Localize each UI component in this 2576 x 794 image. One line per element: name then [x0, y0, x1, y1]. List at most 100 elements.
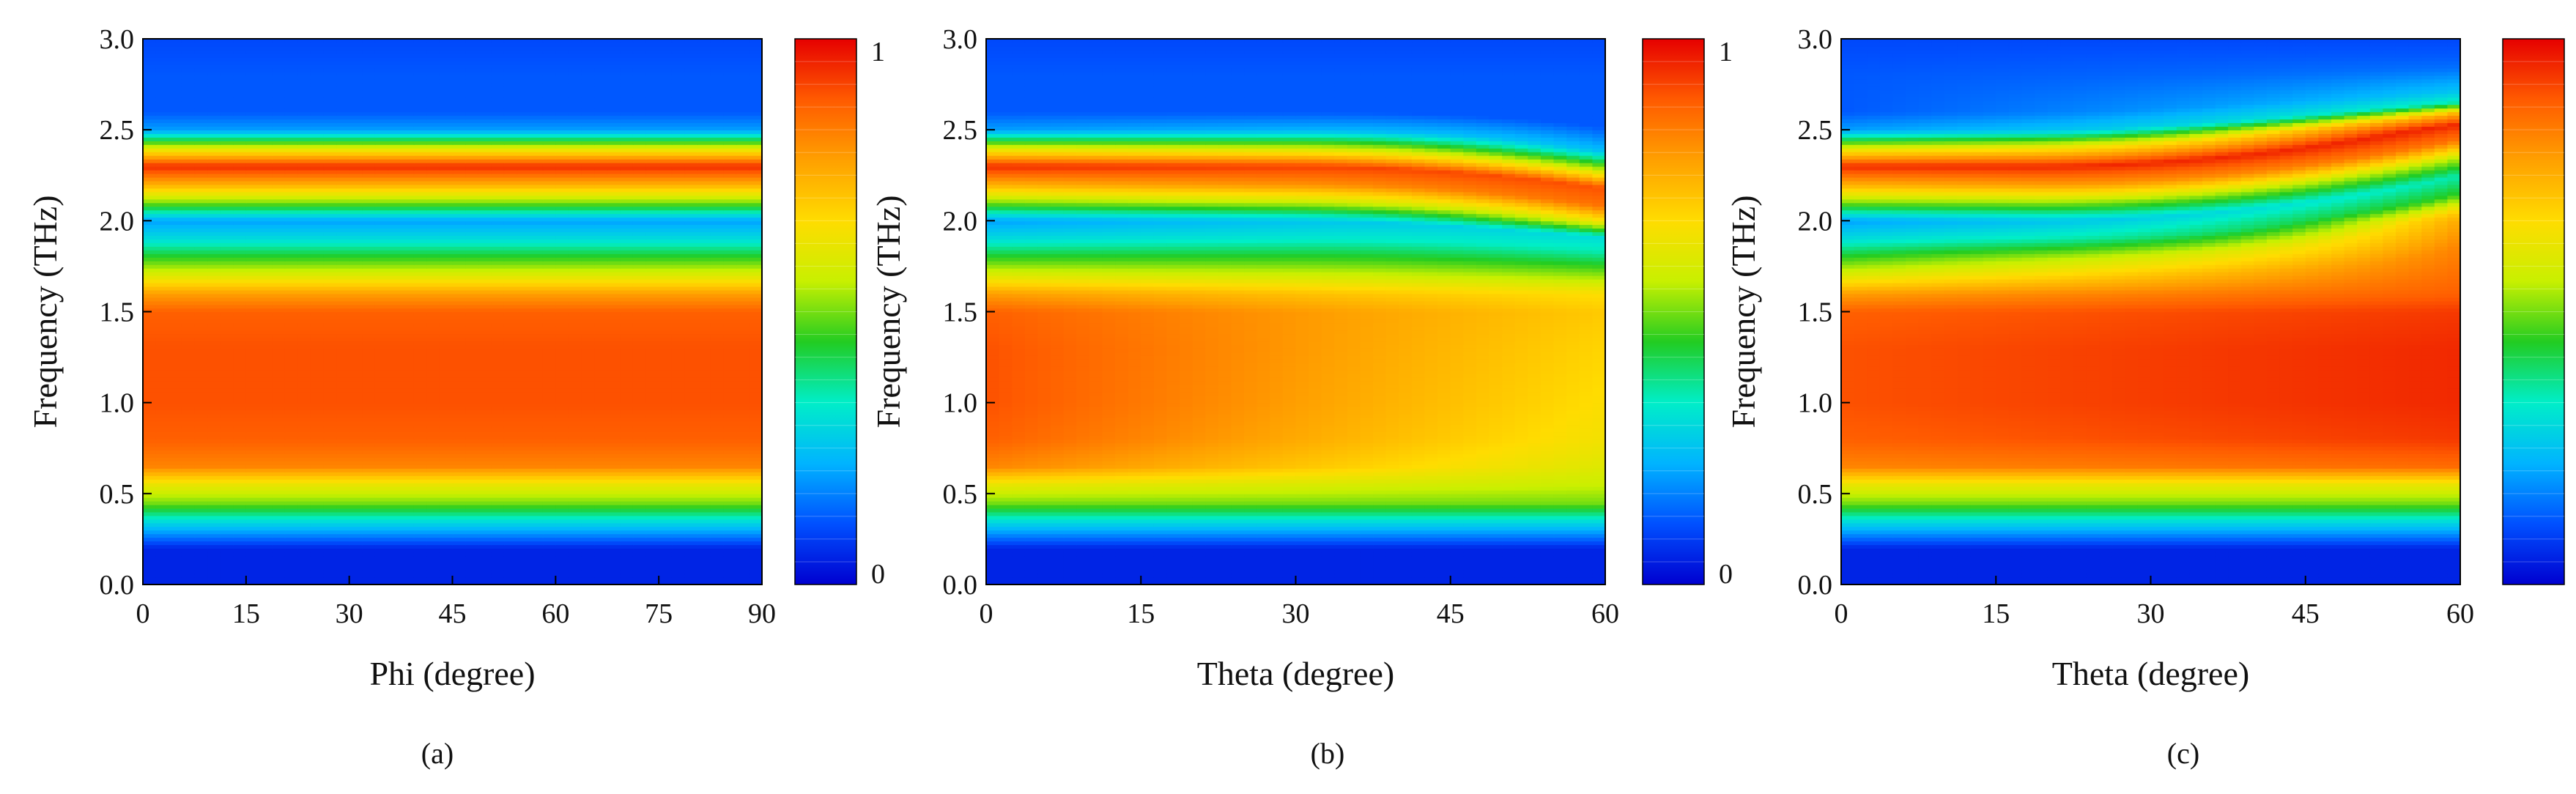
- heatmap-cell: [478, 228, 492, 233]
- heatmap-cell: [426, 246, 440, 251]
- heatmap-cell: [439, 391, 454, 396]
- heatmap-cell: [413, 231, 428, 236]
- heatmap-cell: [530, 206, 544, 211]
- heatmap-cell: [645, 472, 659, 476]
- heatmap-cell: [465, 461, 479, 465]
- heatmap-cell: [503, 289, 518, 294]
- heatmap-cell: [349, 548, 363, 553]
- heatmap-cell: [723, 369, 737, 374]
- heatmap-cell: [297, 570, 311, 574]
- heatmap-cell: [207, 457, 221, 461]
- heatmap-cell: [336, 500, 350, 505]
- heatmap-cell: [336, 319, 350, 324]
- heatmap-cell: [491, 311, 505, 316]
- heatmap-cell: [143, 428, 157, 433]
- heatmap-cell: [245, 206, 260, 211]
- heatmap-cell: [284, 574, 299, 578]
- heatmap-cell: [245, 319, 260, 324]
- heatmap-cell: [478, 442, 492, 448]
- heatmap-cell: [323, 289, 337, 294]
- heatmap-cell: [555, 563, 569, 567]
- heatmap-cell: [478, 541, 492, 546]
- heatmap-cell: [349, 275, 363, 280]
- heatmap-cell: [323, 431, 337, 437]
- heatmap-cell: [723, 344, 737, 349]
- heatmap-cell: [155, 552, 169, 557]
- heatmap-cell: [542, 341, 557, 345]
- heatmap-cell: [581, 326, 595, 331]
- heatmap-cell: [169, 278, 182, 283]
- heatmap-cell: [632, 541, 647, 546]
- heatmap-cell: [452, 515, 466, 520]
- heatmap-cell: [555, 224, 569, 229]
- heatmap-cell: [207, 286, 221, 291]
- heatmap-cell: [401, 515, 415, 520]
- heatmap-cell: [607, 417, 621, 422]
- heatmap-cell: [491, 341, 505, 345]
- heatmap-cell: [207, 570, 221, 574]
- heatmap-cell: [697, 228, 711, 233]
- heatmap-cell: [143, 228, 157, 233]
- heatmap-cell: [336, 387, 350, 393]
- heatmap-cell: [503, 369, 518, 374]
- heatmap-cell: [220, 478, 234, 483]
- heatmap-cell: [181, 533, 196, 538]
- heatmap-cell: [671, 566, 686, 571]
- heatmap-cell: [336, 570, 350, 574]
- heatmap-cell: [207, 271, 221, 276]
- heatmap-cell: [284, 289, 299, 294]
- heatmap-cell: [478, 380, 492, 385]
- heatmap-cell: [710, 533, 724, 538]
- heatmap-cell: [671, 581, 686, 585]
- heatmap-cell: [465, 260, 479, 265]
- heatmap-cell: [749, 508, 763, 513]
- heatmap-cell: [517, 475, 530, 480]
- heatmap-cell: [530, 504, 544, 509]
- heatmap-cell: [710, 420, 724, 426]
- heatmap-cell: [581, 446, 595, 451]
- heatmap-cell: [297, 537, 311, 542]
- heatmap-cell: [491, 286, 505, 291]
- heatmap-cell: [155, 544, 169, 549]
- heatmap-cell: [736, 264, 750, 269]
- heatmap-cell: [272, 278, 286, 283]
- heatmap-cell: [736, 442, 750, 448]
- heatmap-cell: [568, 220, 582, 226]
- heatmap-cell: [723, 359, 737, 363]
- heatmap-cell: [310, 570, 325, 574]
- heatmap-cell: [426, 563, 440, 567]
- heatmap-cell: [245, 376, 260, 382]
- heatmap-cell: [181, 278, 196, 283]
- heatmap-cell: [181, 387, 196, 393]
- heatmap-cell: [632, 224, 647, 229]
- heatmap-cell: [401, 464, 415, 469]
- heatmap-cell: [671, 464, 686, 469]
- heatmap-cell: [503, 333, 518, 338]
- heatmap-cell: [297, 337, 311, 342]
- heatmap-cell: [439, 293, 454, 298]
- heatmap-cell: [439, 530, 454, 535]
- heatmap-cell: [555, 478, 569, 483]
- heatmap-cell: [401, 297, 415, 302]
- heatmap-cell: [143, 253, 157, 258]
- heatmap-cell: [684, 464, 698, 469]
- heatmap-cell: [362, 206, 376, 211]
- heatmap-cell: [413, 267, 428, 272]
- heatmap-cell: [181, 409, 196, 415]
- heatmap-cell: [245, 326, 260, 331]
- heatmap-cell: [659, 337, 673, 342]
- heatmap-cell: [401, 504, 415, 509]
- heatmap-cell: [259, 424, 273, 429]
- heatmap-cell: [594, 398, 608, 404]
- heatmap-cell: [632, 431, 647, 437]
- heatmap-cell: [349, 369, 363, 374]
- heatmap-cell: [259, 311, 273, 316]
- heatmap-cell: [465, 504, 479, 509]
- heatmap-cell: [155, 271, 169, 276]
- heatmap-cell: [297, 559, 311, 563]
- heatmap-cell: [620, 242, 634, 247]
- heatmap-cell: [220, 497, 234, 502]
- heatmap-cell: [659, 278, 673, 283]
- heatmap-cell: [697, 450, 711, 454]
- heatmap-cell: [413, 235, 428, 240]
